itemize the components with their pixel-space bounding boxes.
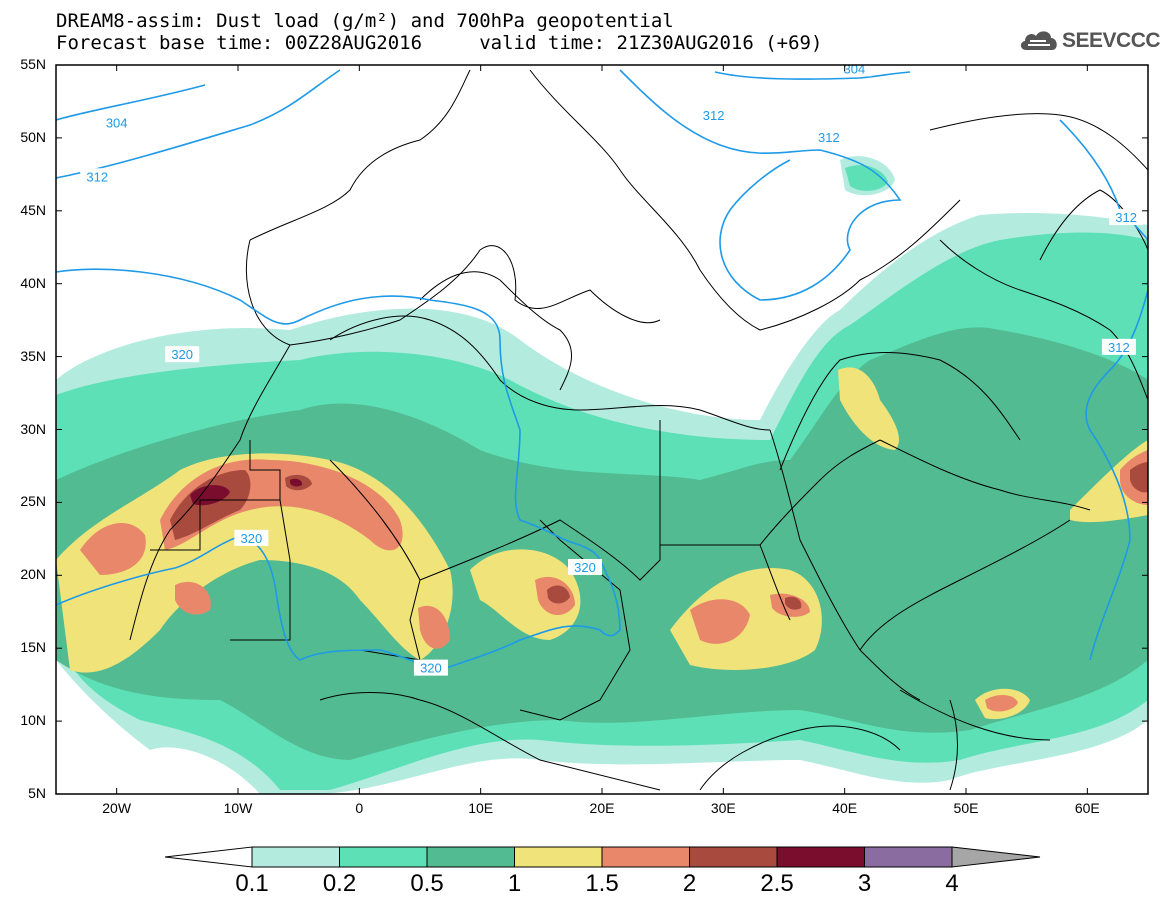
lon-tick-label: 20W [102,800,132,816]
contour-label-text: 312 [86,169,108,184]
forecast-times: Forecast base time: 00Z28AUG2016 valid t… [56,32,823,54]
colorbar-cell [864,846,953,868]
colorbar-cell [426,846,515,868]
contour-label-text: 304 [844,61,866,76]
contour-label: 320 [165,346,200,363]
lon-tick-label: 10W [223,800,253,816]
colorbar-underflow-triangle [164,846,253,868]
colorbar-cell [251,846,340,868]
contour-label: 320 [568,559,603,576]
colorbar-cell [514,846,603,868]
contour-label-text: 304 [106,115,128,130]
colorbar-cell [601,846,690,868]
colorbar-level-label: 1.5 [585,870,619,897]
lon-tick-label: 0 [355,800,364,816]
contour-label: 312 [811,128,846,145]
lat-tick-label: 25N [20,493,46,510]
lat-tick-label: 50N [20,128,46,145]
logo-text: SEEVCCC [1062,29,1161,52]
lat-tick-label: 35N [20,347,46,364]
colorbar-level-label: 0.2 [322,870,357,897]
contour-label-text: 312 [1115,210,1137,225]
lat-tick-label: 30N [20,420,46,437]
contour-label-text: 320 [420,661,442,676]
colorbar-level-label: 3 [857,870,872,897]
contour-label: 304 [99,114,134,131]
contour-label: 304 [837,61,872,77]
contour-label-text: 312 [818,130,840,145]
contour-label-text: 320 [240,531,262,546]
colorbar-level-label: 2 [682,870,697,897]
colorbar-overflow-triangle [951,846,1041,868]
lat-tick-label: 45N [20,201,46,218]
lon-tick-label: 10E [468,800,494,816]
lon-tick-label: 30E [710,800,736,816]
colorbar-level-label: 2.5 [760,870,794,897]
colorbar-level-label: 0.5 [410,870,444,897]
contour-label: 312 [1109,209,1144,226]
colorbar-cell [776,846,865,868]
contour-label: 312 [1101,338,1136,355]
seevccc-logo: SEEVCCC [1018,26,1161,56]
contour-label-text: 320 [171,347,193,362]
cloud-logo-icon [1020,31,1057,50]
lat-tick-label: 10N [20,712,46,729]
contour-label: 312 [696,107,731,124]
lon-tick-label: 60E [1074,800,1100,816]
colorbar-cell [339,846,428,868]
colorbar-level-label: 4 [945,870,959,897]
contour-label: 320 [413,659,448,676]
colorbar-level-label: 1 [507,870,522,897]
colorbar-level-label: 0.1 [235,870,269,897]
lon-tick-label: 20E [589,800,615,816]
lon-tick-label: 50E [953,800,979,816]
lon-tick-label: 40E [832,800,858,816]
contour-label-text: 312 [1108,340,1130,355]
tick-marks [56,64,1148,795]
lat-tick-label: 55N [20,56,46,72]
contour-label-text: 320 [574,560,596,575]
contour-label-layer: 304 304 312 312 312 312 312 320 320 320 320 [80,61,1144,676]
geopotential-contours [56,69,1148,671]
country-borders [129,69,1148,791]
lat-tick-label: 15N [20,639,46,656]
contour-label-text: 312 [703,108,725,123]
lat-tick-label: 40N [20,274,46,291]
contour-label: 320 [234,529,269,546]
colorbar-cell [689,846,778,868]
lat-tick-label: 20N [20,566,46,583]
lat-tick-label: 5N [28,785,46,801]
map-title: DREAM8-assim: Dust load (g/m²) and 700hP… [56,10,674,32]
contour-label: 312 [80,168,115,185]
